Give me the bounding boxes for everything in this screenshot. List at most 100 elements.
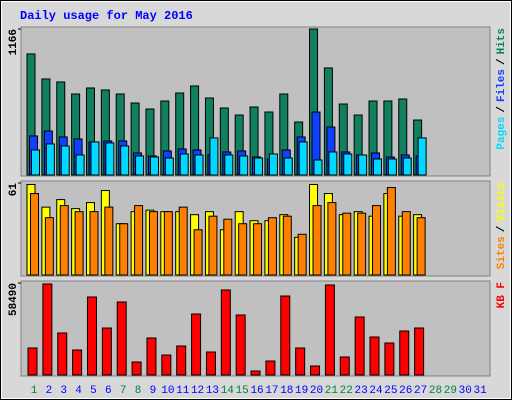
bar	[75, 154, 85, 176]
bar	[101, 327, 112, 376]
bar	[224, 154, 234, 176]
bar	[72, 349, 83, 376]
bar	[328, 151, 338, 176]
bar	[250, 370, 261, 376]
bar	[254, 157, 264, 176]
bar	[267, 217, 277, 276]
x-tick-label: 10	[161, 385, 174, 397]
x-tick-label: 25	[384, 385, 397, 397]
bar	[119, 223, 129, 276]
bar	[176, 345, 187, 376]
bar	[297, 233, 307, 276]
bar	[57, 332, 68, 376]
y-tick-label: 61	[8, 183, 20, 197]
bar	[414, 327, 425, 376]
bar	[417, 137, 427, 176]
legend-entry: Pages	[496, 117, 508, 150]
x-tick-label: 24	[369, 385, 383, 397]
bar	[295, 347, 306, 376]
bar	[238, 223, 248, 276]
bar	[239, 155, 249, 176]
bar	[178, 206, 188, 276]
bar	[387, 158, 397, 176]
bar	[372, 205, 382, 276]
x-tick-label: 20	[310, 385, 323, 397]
legend-entry: Hits	[496, 28, 508, 54]
x-tick-label: 22	[340, 385, 353, 397]
legend: Pages / Files / Hits	[496, 28, 508, 150]
y-tick-label: 58490	[8, 283, 20, 316]
x-tick-label: 21	[325, 385, 339, 397]
bar	[298, 141, 308, 176]
x-tick-label: 14	[221, 385, 235, 397]
bar	[42, 283, 53, 376]
x-tick-label: 26	[399, 385, 412, 397]
bar	[310, 365, 321, 376]
legend-separator: /	[496, 106, 508, 113]
bar	[235, 314, 246, 376]
bar	[253, 223, 263, 276]
bar	[191, 313, 202, 376]
y-tick-label: 1166	[8, 29, 20, 55]
bar	[161, 354, 172, 376]
bar	[27, 347, 38, 376]
legend-entry: Files	[496, 69, 508, 102]
bar	[179, 153, 189, 176]
bar	[283, 157, 293, 176]
bar	[104, 206, 114, 276]
bar	[135, 155, 145, 176]
bar	[194, 154, 204, 176]
x-tick-label: 23	[355, 385, 368, 397]
bar	[327, 202, 337, 276]
bar	[357, 212, 367, 276]
bar	[30, 193, 39, 276]
bar	[134, 205, 144, 276]
bar	[313, 159, 323, 176]
bar	[402, 157, 412, 176]
bar	[369, 336, 380, 376]
legend: Sites / Visits	[496, 182, 508, 269]
bar	[358, 154, 368, 176]
x-tick-label: 11	[176, 385, 190, 397]
bar	[44, 217, 54, 276]
bar	[416, 217, 426, 276]
x-tick-label: 9	[150, 385, 157, 397]
plot-area	[20, 280, 491, 377]
x-tick-label: 1	[31, 385, 38, 397]
bar	[280, 295, 291, 376]
bar	[354, 316, 365, 376]
bar	[324, 284, 335, 376]
x-tick-label: 30	[459, 385, 472, 397]
bar	[86, 296, 97, 376]
legend-entry: Visits	[496, 182, 508, 222]
bar	[148, 211, 158, 276]
x-tick-label: 5	[90, 385, 97, 397]
bar	[384, 342, 395, 376]
chart-title: Daily usage for May 2016	[20, 9, 193, 23]
bar	[45, 143, 55, 176]
bar	[60, 145, 70, 176]
bar	[373, 158, 383, 176]
x-tick-label: 7	[120, 385, 127, 397]
x-tick-label: 28	[429, 385, 442, 397]
legend-entry: KB F	[496, 282, 508, 308]
bar	[31, 149, 40, 176]
x-tick-label: 12	[191, 385, 204, 397]
bar	[282, 215, 292, 276]
legend-separator: /	[496, 58, 508, 65]
bar	[89, 211, 99, 276]
legend-entry: Sites	[496, 236, 508, 269]
legend-separator: /	[496, 225, 508, 232]
x-tick-label: 19	[295, 385, 308, 397]
bar	[163, 211, 173, 276]
bar	[74, 211, 84, 276]
x-tick-label: 3	[60, 385, 67, 397]
bar	[386, 187, 396, 276]
bar	[116, 301, 127, 376]
bar	[343, 153, 353, 176]
bar	[223, 218, 233, 276]
bar	[209, 137, 219, 176]
x-tick-label: 18	[280, 385, 293, 397]
bar	[164, 157, 174, 176]
